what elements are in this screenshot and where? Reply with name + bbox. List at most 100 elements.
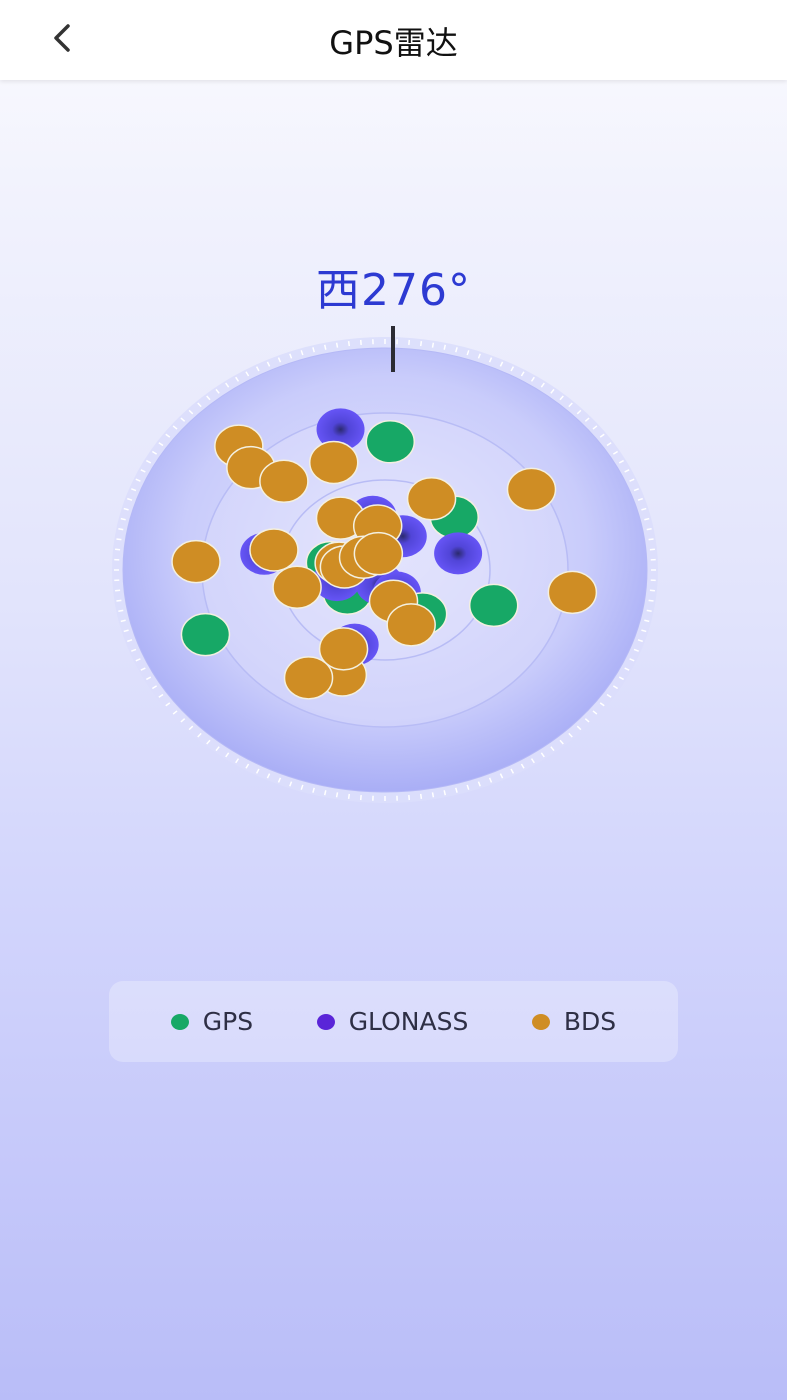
radar-tick	[648, 538, 654, 541]
satellite-bds	[506, 467, 557, 512]
radar-tick	[300, 350, 304, 356]
radar-tick	[158, 693, 164, 698]
radar-tick	[347, 340, 351, 347]
radar-tick	[592, 710, 598, 715]
radar-tick	[466, 350, 470, 356]
satellite-bds	[249, 528, 299, 572]
legend-item-glonass: GLONASS	[316, 1007, 469, 1036]
radar-tick	[206, 395, 211, 401]
radar-tick	[151, 685, 158, 690]
radar-tick	[559, 395, 564, 401]
radar-tick	[488, 777, 493, 783]
legend-item-gps: GPS	[170, 1007, 253, 1036]
radar-tick	[289, 353, 293, 359]
radar-tick	[584, 718, 590, 723]
radar-tick	[510, 768, 515, 774]
radar-tick	[550, 388, 555, 394]
radar-tick	[277, 357, 282, 363]
heading-pointer	[391, 326, 395, 372]
radar-tick	[644, 517, 650, 521]
radar-tick	[576, 409, 582, 415]
radar-tick	[530, 376, 535, 382]
radar-tick	[624, 667, 630, 671]
radar-tick	[300, 784, 304, 790]
radar-tick	[255, 768, 260, 774]
radar-tick	[255, 366, 260, 372]
radar-tick	[123, 629, 129, 633]
radar-tick	[540, 382, 545, 388]
satellite-bds	[318, 627, 369, 671]
radar-tick	[123, 507, 129, 511]
radar-tick	[499, 361, 504, 367]
radar-tick	[618, 676, 624, 681]
radar-tick	[520, 371, 525, 377]
satellite-bds	[308, 440, 359, 485]
radar-tick	[266, 361, 271, 367]
radar-tick-ring	[114, 339, 656, 801]
satellite-bds	[386, 603, 436, 647]
radar-tick	[180, 718, 186, 723]
radar-tick	[127, 497, 133, 501]
radar-tick	[592, 425, 598, 430]
radar-tick	[510, 366, 515, 372]
radar-tick	[520, 763, 525, 769]
back-button[interactable]	[44, 18, 80, 58]
radar-tick	[540, 752, 545, 758]
radar-tick	[165, 433, 171, 438]
radar-tick	[443, 790, 447, 796]
radar-tick	[629, 658, 635, 662]
radar-tick	[431, 792, 435, 798]
radar-tick	[172, 710, 178, 715]
radar-tick	[477, 781, 481, 787]
radar-tick	[559, 739, 564, 745]
radar-tick	[118, 609, 124, 612]
bds-dot-icon	[531, 1013, 550, 1030]
radar-tick	[289, 781, 293, 787]
radar-tick	[323, 344, 327, 350]
radar-tick	[606, 693, 612, 698]
legend-label: GLONASS	[348, 1007, 469, 1036]
radar-tick	[172, 425, 178, 430]
radar-tick	[637, 639, 643, 643]
radar-tick	[188, 409, 194, 415]
radar-tick	[637, 497, 643, 501]
glonass-dot-icon	[316, 1013, 335, 1030]
radar-tick	[644, 619, 650, 623]
satellite-gps	[180, 612, 231, 657]
radar-tick	[568, 732, 573, 738]
radar-tick	[225, 752, 230, 758]
radar-tick	[188, 725, 194, 731]
satellite-gps	[468, 583, 519, 628]
radar-tick	[646, 609, 652, 612]
radar-tick	[568, 402, 573, 408]
satellite-bds	[547, 570, 598, 615]
radar-tick	[140, 667, 146, 671]
legend-label: BDS	[563, 1007, 617, 1036]
radar-tick	[419, 340, 423, 347]
radar-tick	[633, 648, 639, 652]
radar-tick	[443, 344, 447, 350]
radar-tick	[235, 758, 240, 764]
radar-tick	[648, 599, 654, 602]
radar-tick	[146, 676, 152, 681]
radar-tick	[165, 702, 171, 707]
legend-item-bds: BDS	[531, 1007, 617, 1036]
radar-tick	[477, 353, 481, 359]
radar-tick	[146, 459, 152, 464]
radar-tick	[312, 347, 315, 353]
radar-tick	[641, 629, 647, 633]
satellite-glonass	[434, 532, 483, 575]
satellite-glonass	[316, 408, 365, 451]
legend: GPS GLONASS BDS	[109, 981, 678, 1062]
satellite-bds	[259, 459, 309, 504]
top-bar: GPS雷达	[0, 0, 787, 80]
radar-tick	[455, 347, 458, 353]
radar-tick	[312, 787, 315, 793]
satellite-bds	[171, 539, 221, 584]
radar-tick	[599, 433, 605, 438]
radar-tick	[618, 459, 624, 464]
satellite-bds	[353, 531, 404, 576]
radar-tick	[151, 450, 158, 455]
radar-tick	[135, 478, 141, 482]
